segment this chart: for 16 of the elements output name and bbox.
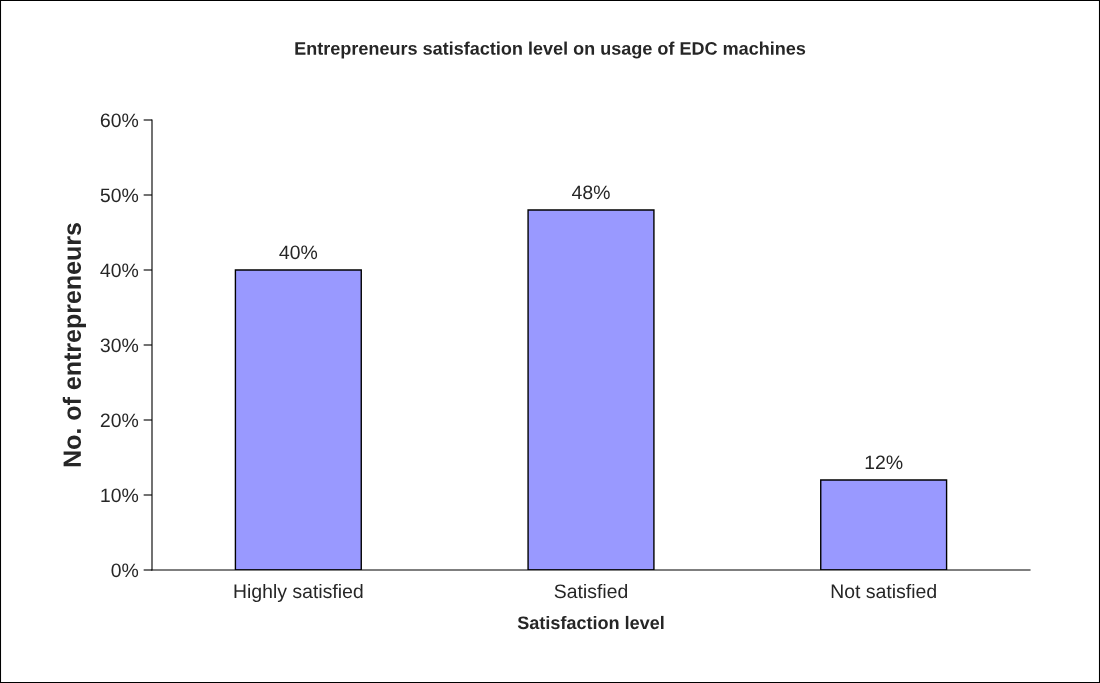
data-label: 48% — [571, 185, 610, 200]
data-label: 40% — [279, 245, 318, 260]
y-tick-label: 60% — [100, 113, 139, 128]
x-axis-title: Satisfaction level — [517, 615, 664, 630]
y-tick-label: 20% — [100, 413, 139, 428]
x-tick-label: Satisfied — [554, 583, 628, 599]
chart-title: Entrepreneurs satisfaction level on usage of EDC machines — [295, 41, 806, 59]
x-tick-label: Not satisfied — [831, 583, 936, 599]
y-tick-label: 30% — [100, 338, 139, 353]
data-label: 12% — [865, 455, 903, 470]
y-tick-label: 10% — [101, 488, 139, 503]
y-tick-label: 40% — [100, 263, 139, 278]
x-tick-label: Highly satisfied — [234, 583, 363, 603]
y-tick-label: 50% — [100, 188, 139, 203]
y-tick-label: 0% — [111, 563, 139, 578]
y-axis-title: No. of entrepreneurs — [62, 223, 86, 467]
